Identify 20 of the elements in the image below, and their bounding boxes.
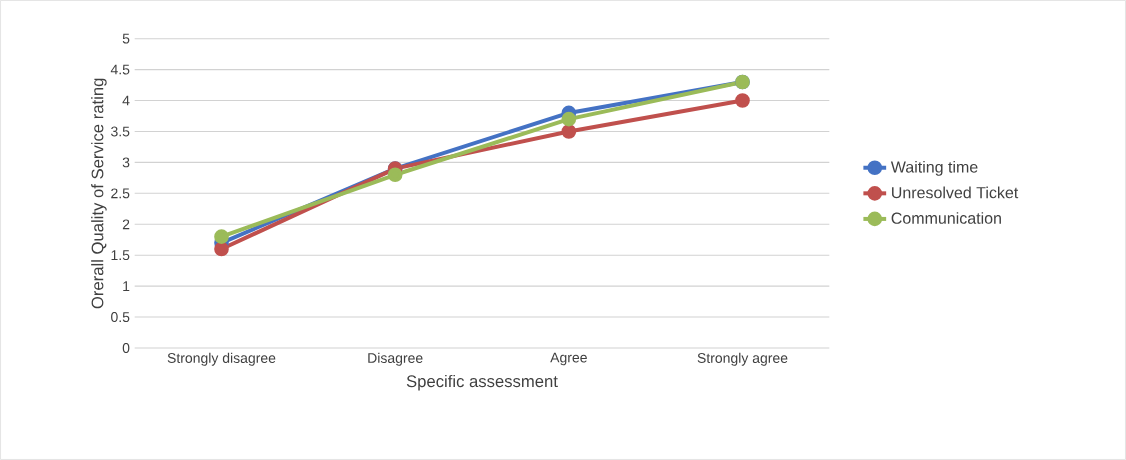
y-tick-label: 1 xyxy=(123,281,130,291)
legend-label: Unresolved Ticket xyxy=(892,186,1019,199)
y-tick-label: 4.5 xyxy=(110,64,130,75)
y-tick-label: 0.5 xyxy=(111,312,130,323)
y-axis-title: Orerall Quality of Service rating xyxy=(91,78,107,309)
y-tick-label: 0 xyxy=(122,343,130,353)
x-tick-label: Strongly disagree xyxy=(167,352,276,366)
y-tick-label: 3 xyxy=(122,157,130,168)
y-tick-label: 4 xyxy=(122,95,130,106)
legend-label: Waiting time xyxy=(890,160,978,176)
x-tick-label: Strongly agree xyxy=(697,352,788,366)
legend-label: Communication xyxy=(891,212,1001,224)
y-tick-label: 2 xyxy=(122,219,130,230)
x-tick-label: Agree xyxy=(550,352,587,366)
y-tick-label: 3.5 xyxy=(111,126,130,137)
y-tick-label: 5 xyxy=(122,33,130,44)
x-tick-label: Disagree xyxy=(368,352,423,366)
y-tick-label: 2.5 xyxy=(111,188,130,199)
x-axis-title: Specific assessment xyxy=(406,374,558,391)
y-tick-label: 1.5 xyxy=(111,250,130,261)
